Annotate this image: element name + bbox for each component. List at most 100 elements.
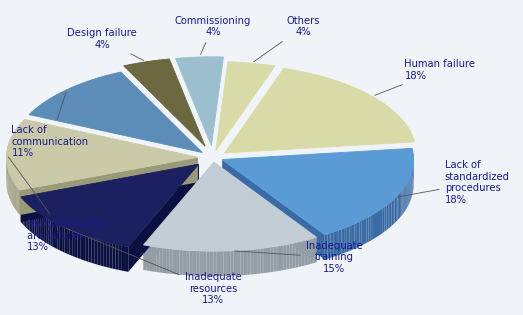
Polygon shape bbox=[406, 183, 407, 210]
Polygon shape bbox=[251, 249, 254, 274]
Polygon shape bbox=[46, 218, 48, 244]
Polygon shape bbox=[277, 246, 280, 271]
Polygon shape bbox=[196, 251, 200, 276]
Polygon shape bbox=[222, 148, 414, 235]
Polygon shape bbox=[383, 207, 385, 233]
Text: Design failure
4%: Design failure 4% bbox=[67, 28, 144, 60]
Polygon shape bbox=[173, 249, 176, 274]
Polygon shape bbox=[100, 240, 103, 266]
Polygon shape bbox=[399, 192, 400, 219]
Polygon shape bbox=[366, 217, 369, 243]
Polygon shape bbox=[223, 251, 227, 276]
Polygon shape bbox=[183, 250, 186, 275]
Polygon shape bbox=[143, 245, 146, 271]
Polygon shape bbox=[150, 246, 153, 272]
Polygon shape bbox=[88, 237, 92, 263]
Polygon shape bbox=[17, 187, 19, 214]
Polygon shape bbox=[257, 249, 260, 274]
Polygon shape bbox=[16, 186, 17, 212]
Polygon shape bbox=[109, 243, 112, 268]
Polygon shape bbox=[207, 251, 210, 276]
Polygon shape bbox=[143, 162, 214, 270]
Polygon shape bbox=[116, 244, 119, 270]
Polygon shape bbox=[72, 231, 75, 257]
Polygon shape bbox=[234, 250, 237, 276]
Polygon shape bbox=[77, 233, 80, 259]
Polygon shape bbox=[213, 251, 217, 276]
Polygon shape bbox=[28, 204, 29, 231]
Polygon shape bbox=[160, 248, 163, 273]
Polygon shape bbox=[86, 236, 88, 262]
Polygon shape bbox=[156, 247, 160, 272]
Polygon shape bbox=[371, 214, 373, 241]
Polygon shape bbox=[379, 209, 381, 236]
Polygon shape bbox=[31, 207, 33, 233]
Polygon shape bbox=[409, 177, 410, 203]
Polygon shape bbox=[299, 241, 302, 267]
Polygon shape bbox=[247, 249, 251, 275]
Polygon shape bbox=[44, 217, 46, 243]
Polygon shape bbox=[342, 228, 344, 254]
Polygon shape bbox=[22, 198, 24, 225]
Polygon shape bbox=[400, 191, 401, 217]
Polygon shape bbox=[70, 230, 72, 256]
Polygon shape bbox=[385, 205, 386, 232]
Text: Inadequate
training
15%: Inadequate training 15% bbox=[235, 241, 362, 274]
Polygon shape bbox=[364, 218, 366, 244]
Text: Lack of
standardized
procedures
18%: Lack of standardized procedures 18% bbox=[398, 160, 510, 205]
Text: Lack of
communication
11%: Lack of communication 11% bbox=[12, 92, 88, 158]
Polygon shape bbox=[362, 219, 364, 245]
Polygon shape bbox=[401, 189, 403, 216]
Polygon shape bbox=[58, 224, 60, 250]
Polygon shape bbox=[169, 249, 173, 274]
Polygon shape bbox=[25, 201, 26, 228]
Polygon shape bbox=[176, 57, 223, 146]
Polygon shape bbox=[241, 250, 244, 275]
Polygon shape bbox=[375, 212, 377, 238]
Polygon shape bbox=[308, 239, 311, 265]
Polygon shape bbox=[352, 224, 355, 250]
Polygon shape bbox=[230, 251, 234, 276]
Polygon shape bbox=[83, 235, 86, 261]
Polygon shape bbox=[163, 248, 166, 273]
Polygon shape bbox=[75, 232, 77, 258]
Text: Inadequate
resources
13%: Inadequate resources 13% bbox=[66, 228, 242, 305]
Polygon shape bbox=[176, 249, 179, 275]
Polygon shape bbox=[264, 248, 267, 273]
Polygon shape bbox=[270, 247, 274, 272]
Polygon shape bbox=[390, 201, 392, 227]
Polygon shape bbox=[29, 72, 202, 152]
Polygon shape bbox=[21, 164, 199, 222]
Polygon shape bbox=[381, 208, 383, 234]
Text: Hardware/softw
are failures
13%: Hardware/softw are failures 13% bbox=[8, 157, 105, 252]
Polygon shape bbox=[267, 247, 270, 273]
Polygon shape bbox=[405, 185, 406, 211]
Polygon shape bbox=[407, 180, 408, 207]
Polygon shape bbox=[410, 175, 411, 202]
Polygon shape bbox=[60, 225, 62, 251]
Polygon shape bbox=[179, 250, 183, 275]
Polygon shape bbox=[203, 251, 207, 276]
Polygon shape bbox=[189, 250, 193, 276]
Polygon shape bbox=[20, 157, 198, 215]
Polygon shape bbox=[166, 248, 169, 274]
Polygon shape bbox=[48, 219, 51, 245]
Text: Others
4%: Others 4% bbox=[254, 15, 321, 62]
Polygon shape bbox=[373, 213, 375, 239]
Polygon shape bbox=[65, 228, 67, 254]
Polygon shape bbox=[40, 214, 42, 240]
Polygon shape bbox=[280, 245, 283, 271]
Polygon shape bbox=[21, 164, 199, 247]
Polygon shape bbox=[15, 184, 16, 210]
Polygon shape bbox=[369, 215, 371, 242]
Polygon shape bbox=[6, 119, 198, 190]
Polygon shape bbox=[302, 240, 305, 266]
Polygon shape bbox=[37, 211, 38, 238]
Polygon shape bbox=[386, 204, 388, 230]
Polygon shape bbox=[38, 213, 40, 239]
Polygon shape bbox=[153, 247, 156, 272]
Polygon shape bbox=[305, 240, 308, 266]
Polygon shape bbox=[210, 251, 213, 276]
Polygon shape bbox=[237, 250, 241, 276]
Polygon shape bbox=[393, 198, 395, 225]
